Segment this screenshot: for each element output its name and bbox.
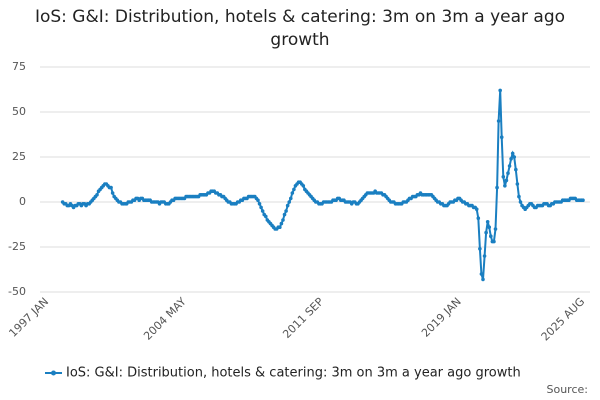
data-point (510, 151, 515, 156)
data-point (499, 135, 504, 139)
data-point (281, 218, 285, 222)
y-tick-label: -50 (8, 285, 26, 298)
data-point (481, 277, 485, 282)
data-point (301, 184, 306, 188)
x-tick-label: 2019 JAN (419, 295, 464, 340)
y-tick-label: -25 (8, 240, 26, 253)
x-tick-label: 2011 SEP (280, 295, 326, 341)
data-point (487, 225, 492, 229)
y-tick-label: 0 (19, 195, 26, 208)
data-point (476, 216, 481, 220)
data-point (260, 209, 265, 213)
legend-label: IoS: G&I: Distribution, hotels & caterin… (66, 366, 521, 381)
data-point (257, 202, 262, 206)
data-point (495, 185, 499, 190)
data-point (263, 214, 268, 219)
data-point (290, 191, 295, 195)
data-point (110, 191, 115, 195)
y-tick-label: 75 (12, 60, 26, 73)
data-point (501, 175, 506, 179)
data-point (493, 227, 498, 231)
data-point (109, 185, 113, 190)
data-point (492, 239, 496, 244)
data-point (503, 184, 507, 188)
data-point (279, 221, 284, 226)
data-point (282, 212, 287, 217)
data-point (507, 164, 512, 168)
data-point (478, 247, 482, 251)
x-tick-label: 1997 JAN (6, 295, 51, 340)
data-point (514, 167, 518, 172)
data-point (515, 182, 520, 186)
data-point (485, 220, 490, 224)
data-point (518, 200, 523, 204)
data-point (284, 209, 288, 213)
data-point (288, 196, 293, 201)
legend-marker (51, 370, 56, 376)
x-tick-label: 2025 AUG (539, 295, 588, 344)
data-point (496, 119, 501, 123)
data-point (259, 205, 263, 210)
source: Source: (547, 383, 589, 396)
data-point (509, 157, 513, 161)
data-point (474, 207, 479, 211)
y-tick-label: 50 (12, 105, 26, 118)
data-point (484, 230, 488, 235)
data-point (482, 254, 487, 258)
chart-title: IoS: G&I: Distribution, hotels & caterin… (34, 7, 566, 50)
data-point (504, 178, 509, 183)
data-point (512, 155, 517, 159)
data-point (95, 193, 99, 197)
data-point (498, 88, 502, 93)
x-tick-label: 2004 MAY (141, 295, 189, 343)
data-point (489, 234, 493, 238)
data-point (506, 171, 510, 175)
data-point (278, 225, 282, 229)
data-point (287, 200, 292, 204)
data-point (517, 194, 521, 199)
data-point (285, 203, 290, 208)
data-point (581, 198, 585, 202)
y-tick-label: 25 (12, 150, 26, 163)
data-point (256, 198, 260, 202)
data-point (292, 187, 296, 192)
data-point (479, 272, 484, 276)
